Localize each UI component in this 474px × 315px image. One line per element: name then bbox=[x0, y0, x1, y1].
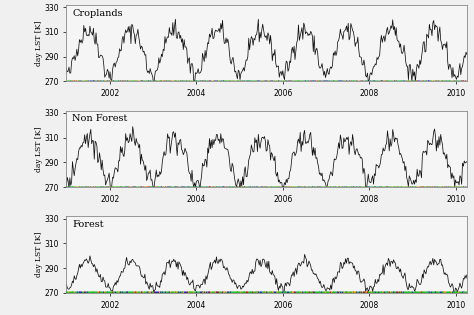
Y-axis label: day LST [K]: day LST [K] bbox=[35, 232, 43, 278]
Text: Croplands: Croplands bbox=[73, 9, 123, 18]
Y-axis label: day LST [K]: day LST [K] bbox=[35, 20, 43, 66]
Text: Forest: Forest bbox=[73, 220, 104, 229]
Y-axis label: day LST [K]: day LST [K] bbox=[35, 126, 43, 172]
Text: Non Forest: Non Forest bbox=[73, 114, 128, 123]
